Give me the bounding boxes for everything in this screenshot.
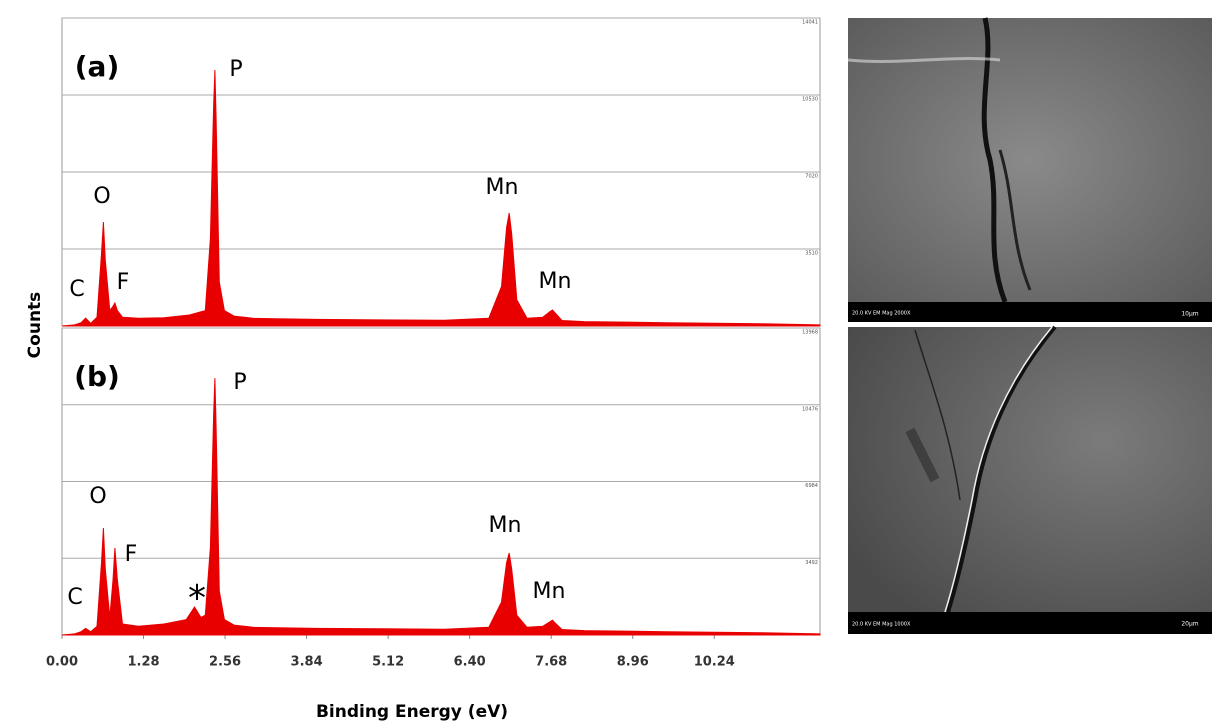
y-tick-label: 7020: [805, 174, 818, 180]
x-tick-label: 0.00: [46, 655, 78, 670]
x-tick-label: 10.24: [694, 655, 735, 670]
peak-label: C: [67, 585, 82, 610]
peak-label: Mn: [486, 175, 519, 200]
x-tick-label: 7.68: [535, 655, 567, 670]
peak-label: C: [69, 277, 84, 302]
peak-label: (b): [74, 360, 120, 393]
peak-label: *: [188, 578, 206, 619]
x-tick-label: 1.28: [127, 655, 159, 670]
x-tick-label: 3.84: [291, 655, 323, 670]
y-axis-label: Counts: [25, 292, 45, 359]
image-caption: 20.0 KV EM Mag 1000X: [852, 622, 911, 628]
peak-label: P: [229, 57, 242, 82]
image-caption: 20.0 KV EM Mag 2000X: [852, 311, 911, 317]
figure: Counts Binding Energy (eV) 20.0 KV EM Ma…: [0, 0, 1215, 725]
x-tick-label: 5.12: [372, 655, 404, 670]
peak-label: (a): [75, 50, 120, 83]
peak-label: F: [125, 542, 138, 567]
peak-label: P: [233, 370, 246, 395]
sem-image-b: [848, 327, 1212, 634]
y-tick-label: 3492: [805, 560, 818, 566]
peak-label: F: [117, 270, 130, 295]
y-tick-label: 10476: [802, 406, 818, 412]
peak-label: O: [93, 184, 110, 209]
y-tick-label: 6984: [805, 483, 818, 489]
peak-label: Mn: [539, 269, 572, 294]
y-tick-label: 10530: [802, 97, 818, 103]
x-axis-label: Binding Energy (eV): [316, 702, 508, 722]
sem-image-a: [848, 18, 1212, 322]
x-tick-label: 6.40: [454, 655, 486, 670]
scale-bar-label: 20μm: [1181, 621, 1198, 628]
y-tick-label: 13968: [802, 330, 818, 336]
y-tick-label: 14041: [802, 20, 818, 26]
peak-label: O: [89, 484, 106, 509]
scale-bar-label: 10μm: [1181, 311, 1198, 318]
y-tick-label: 3510: [805, 251, 818, 257]
peak-label: Mn: [533, 579, 566, 604]
x-tick-label: 2.56: [209, 655, 241, 670]
x-tick-label: 8.96: [617, 655, 649, 670]
peak-label: Mn: [489, 513, 522, 538]
